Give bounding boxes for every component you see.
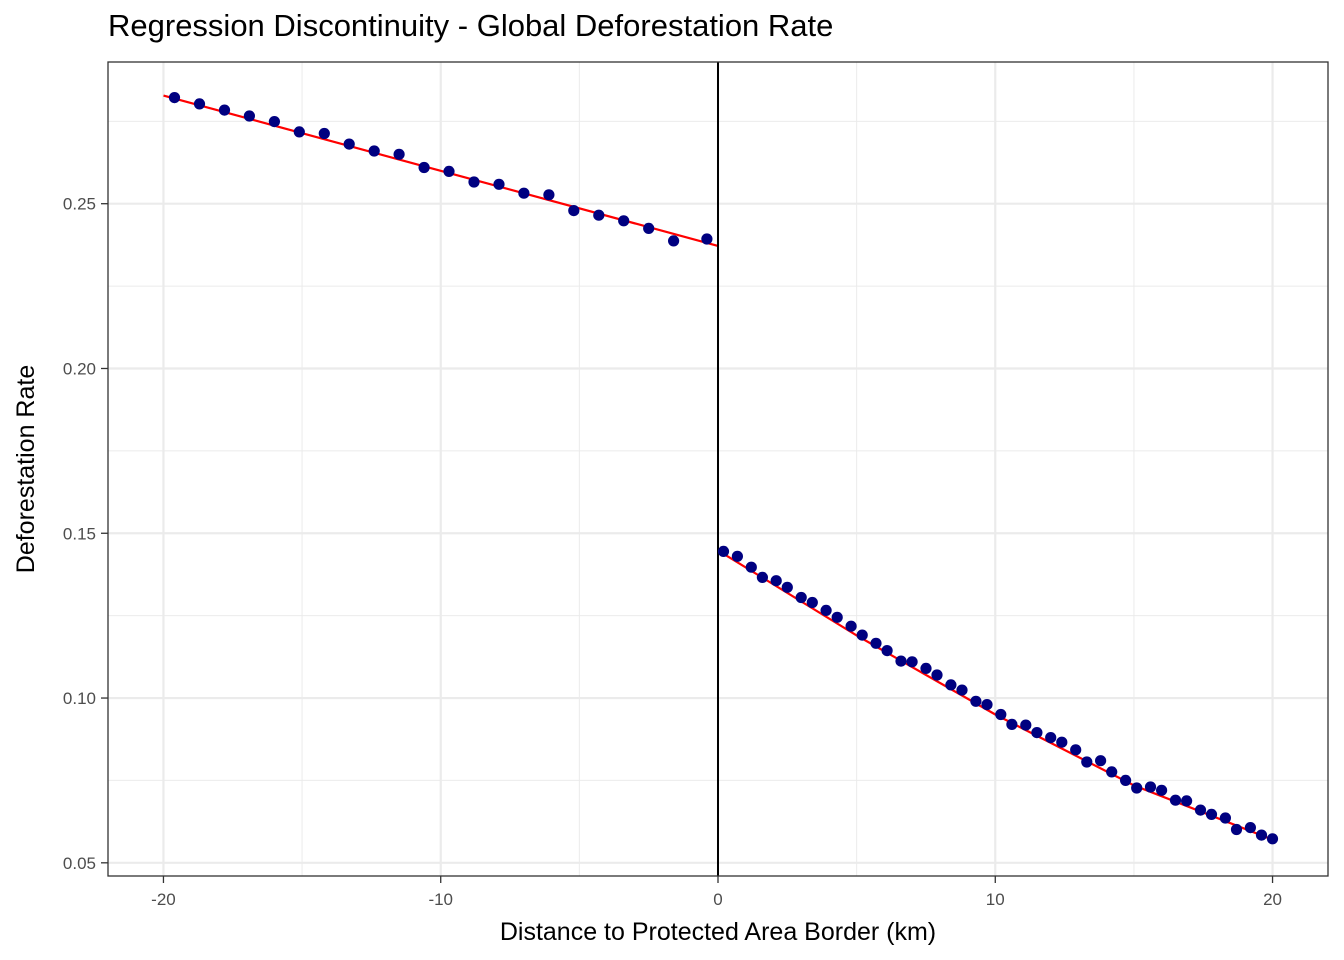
- data-point-32: [845, 620, 857, 632]
- data-point-30: [820, 604, 832, 617]
- data-point-10: [418, 161, 430, 174]
- data-point-41: [956, 684, 968, 696]
- x-tick-label-4: 20: [1263, 890, 1282, 909]
- data-point-55: [1131, 782, 1143, 794]
- data-point-52: [1095, 755, 1107, 767]
- data-point-2: [218, 104, 231, 116]
- data-point-3: [243, 110, 255, 122]
- data-point-34: [870, 637, 882, 649]
- data-point-39: [931, 669, 943, 681]
- data-point-60: [1194, 804, 1207, 816]
- data-point-66: [1266, 833, 1279, 845]
- y-tick-label-3: 0.20: [63, 359, 96, 378]
- x-axis-title: Distance to Protected Area Border (km): [500, 918, 936, 946]
- data-point-7: [343, 138, 355, 150]
- data-point-64: [1244, 822, 1256, 834]
- data-point-61: [1205, 808, 1218, 821]
- x-tick-label-2: 0: [713, 890, 722, 909]
- data-point-62: [1219, 812, 1231, 824]
- y-axis-ticks: 0.05 0.10 0.15 0.20 0.25: [63, 195, 108, 873]
- y-tick-label-2: 0.15: [63, 524, 96, 543]
- data-point-48: [1045, 732, 1057, 744]
- data-point-16: [568, 205, 580, 217]
- data-point-17: [593, 209, 605, 221]
- data-point-24: [745, 561, 757, 573]
- y-tick-label-4: 0.25: [63, 195, 96, 214]
- data-point-13: [493, 178, 505, 190]
- data-point-42: [970, 695, 982, 707]
- data-point-11: [443, 165, 455, 177]
- data-point-65: [1255, 829, 1268, 841]
- data-point-31: [831, 611, 843, 623]
- y-tick-label-0: 0.05: [63, 854, 96, 873]
- y-tick-label-1: 0.10: [63, 689, 96, 708]
- data-point-58: [1169, 794, 1182, 806]
- data-point-4: [268, 116, 280, 128]
- data-points: [168, 92, 1279, 845]
- data-point-57: [1156, 784, 1168, 796]
- data-point-35: [881, 645, 893, 657]
- data-point-33: [856, 629, 868, 641]
- data-point-6: [318, 127, 330, 140]
- data-point-36: [895, 655, 907, 667]
- data-point-49: [1056, 736, 1068, 748]
- x-tick-label-3: 10: [986, 890, 1005, 909]
- data-point-27: [781, 581, 793, 593]
- data-point-18: [618, 215, 630, 227]
- data-point-53: [1106, 766, 1118, 778]
- data-point-28: [795, 591, 807, 604]
- data-point-51: [1081, 756, 1093, 768]
- data-point-56: [1144, 781, 1157, 793]
- data-point-8: [368, 145, 380, 157]
- data-point-38: [920, 662, 932, 675]
- data-point-15: [543, 189, 555, 201]
- data-point-29: [806, 596, 818, 609]
- data-point-20: [668, 235, 680, 247]
- chart-title: Regression Discontinuity - Global Defore…: [108, 8, 834, 43]
- data-point-21: [701, 233, 713, 245]
- data-point-45: [1006, 718, 1018, 731]
- data-point-5: [293, 126, 305, 138]
- data-point-54: [1120, 774, 1132, 787]
- data-point-12: [468, 176, 480, 188]
- data-point-22: [717, 545, 730, 558]
- y-axis-title: Deforestation Rate: [12, 365, 40, 573]
- data-point-0: [168, 92, 181, 104]
- data-point-40: [945, 679, 957, 691]
- data-point-1: [193, 98, 206, 110]
- data-point-9: [393, 148, 405, 160]
- data-point-44: [995, 708, 1007, 721]
- data-point-37: [906, 656, 918, 668]
- data-point-23: [731, 550, 744, 562]
- data-point-19: [643, 222, 655, 234]
- data-point-50: [1070, 744, 1082, 756]
- data-point-25: [756, 571, 769, 584]
- data-point-43: [981, 699, 993, 711]
- x-axis-ticks: -20 -10 0 10 20: [151, 876, 1282, 909]
- data-point-26: [770, 575, 782, 587]
- data-point-63: [1230, 823, 1243, 836]
- data-point-46: [1020, 719, 1032, 731]
- x-tick-label-1: -10: [428, 890, 453, 909]
- data-point-59: [1181, 795, 1193, 807]
- x-tick-label-0: -20: [151, 890, 176, 909]
- data-point-47: [1031, 727, 1043, 739]
- data-point-14: [518, 187, 530, 199]
